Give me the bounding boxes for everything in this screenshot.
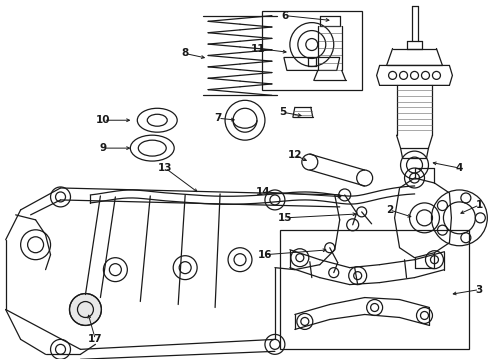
Text: 3: 3 <box>476 284 483 294</box>
Text: 5: 5 <box>279 107 287 117</box>
Text: 10: 10 <box>96 115 111 125</box>
Text: 15: 15 <box>278 213 292 223</box>
Text: 17: 17 <box>88 334 103 345</box>
Bar <box>280 230 469 349</box>
Text: 13: 13 <box>158 163 172 173</box>
Text: 4: 4 <box>456 163 463 173</box>
Circle shape <box>70 293 101 325</box>
Text: 7: 7 <box>215 113 222 123</box>
Bar <box>262 11 362 90</box>
Text: 8: 8 <box>182 49 189 58</box>
Text: 1: 1 <box>476 200 483 210</box>
Text: 16: 16 <box>258 250 272 260</box>
Text: 11: 11 <box>251 44 265 54</box>
Text: 2: 2 <box>386 205 393 215</box>
Text: 9: 9 <box>100 143 107 153</box>
Text: 14: 14 <box>256 187 270 197</box>
Text: 12: 12 <box>288 150 302 160</box>
Text: 6: 6 <box>281 11 289 21</box>
